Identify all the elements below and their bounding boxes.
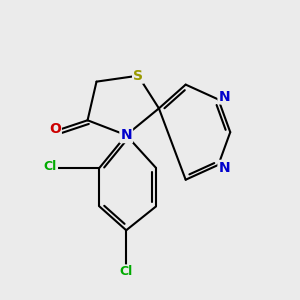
Text: O: O	[49, 122, 61, 136]
Text: N: N	[120, 128, 132, 142]
Text: Cl: Cl	[44, 160, 57, 173]
Text: N: N	[218, 89, 230, 103]
Text: Cl: Cl	[120, 266, 133, 278]
Text: S: S	[133, 69, 143, 83]
Text: N: N	[218, 161, 230, 175]
